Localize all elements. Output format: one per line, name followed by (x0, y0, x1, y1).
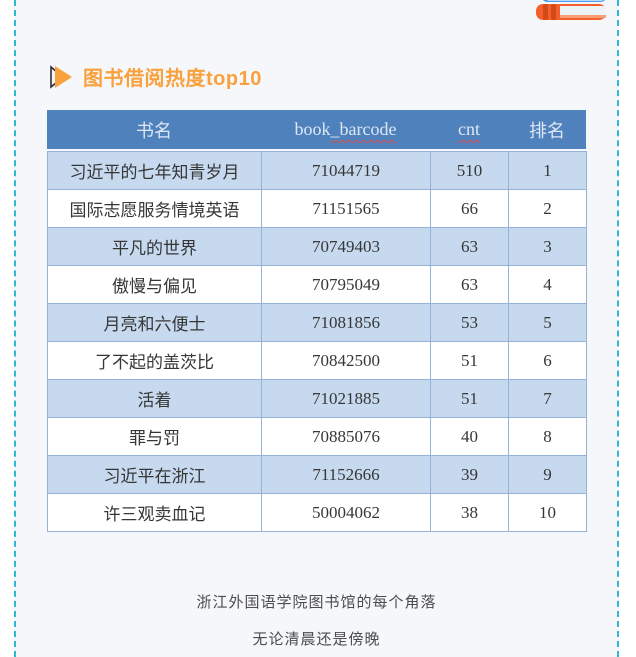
table-row: 月亮和六便士 71081856 53 5 (47, 303, 587, 342)
table-row: 许三观卖血记 50004062 38 10 (47, 493, 587, 532)
cell-cnt: 51 (430, 341, 509, 380)
cell-book-name: 月亮和六便士 (47, 303, 262, 342)
cell-book-name: 罪与罚 (47, 417, 262, 456)
section-title: 图书借阅热度top10 (83, 68, 262, 90)
cell-book-barcode: 71151565 (261, 189, 431, 228)
table-row: 了不起的盖茨比 70842500 51 6 (47, 341, 587, 380)
footer-line-2: 无论清晨还是傍晚 (252, 631, 381, 648)
col-header-rank: 排名 (529, 120, 565, 141)
books-stack-icon (536, 0, 606, 20)
cell-book-barcode: 50004062 (261, 493, 431, 532)
section-header: 图书借阅热度top10 (48, 62, 262, 91)
cell-rank: 1 (508, 151, 587, 190)
table-row: 罪与罚 70885076 40 8 (47, 417, 587, 456)
cell-rank: 5 (508, 303, 587, 342)
cell-book-name: 傲慢与偏见 (47, 265, 262, 304)
cell-cnt: 51 (430, 379, 509, 418)
cell-book-barcode: 70749403 (261, 227, 431, 266)
table-row: 习近平在浙江 71152666 39 9 (47, 455, 587, 494)
cell-rank: 4 (508, 265, 587, 304)
cell-book-barcode: 70795049 (261, 265, 431, 304)
cell-book-barcode: 70842500 (261, 341, 431, 380)
table-row: 活着 71021885 51 7 (47, 379, 587, 418)
cell-rank: 3 (508, 227, 587, 266)
cell-book-name: 许三观卖血记 (47, 493, 262, 532)
cell-cnt: 63 (430, 227, 509, 266)
table-row: 平凡的世界 70749403 63 3 (47, 227, 587, 266)
table-row: 国际志愿服务情境英语 71151565 66 2 (47, 189, 587, 228)
cell-rank: 6 (508, 341, 587, 380)
cell-rank: 8 (508, 417, 587, 456)
article-frame: 图书借阅热度top10 书名 book_barcode cnt 排名 习近平的七… (14, 0, 619, 657)
footer-line-1: 浙江外国语学院图书馆的每个角落 (196, 594, 437, 611)
cell-cnt: 53 (430, 303, 509, 342)
col-header-cnt: cnt (458, 119, 480, 139)
cell-rank: 9 (508, 455, 587, 494)
col-header-book-barcode: book_barcode (261, 119, 430, 140)
cell-book-name: 了不起的盖茨比 (47, 341, 262, 380)
table-header-row: 书名 book_barcode cnt 排名 (47, 110, 586, 149)
cell-book-name: 习近平的七年知青岁月 (47, 151, 262, 190)
cell-rank: 2 (508, 189, 587, 228)
cell-book-name: 习近平在浙江 (47, 455, 262, 494)
cell-book-name: 活着 (47, 379, 262, 418)
cell-cnt: 40 (430, 417, 509, 456)
header-barcode-plain: book (294, 119, 331, 139)
cell-rank: 7 (508, 379, 587, 418)
article-footer: 浙江外国语学院图书馆的每个角落 无论清晨还是傍晚 (16, 592, 617, 657)
cell-book-barcode: 70885076 (261, 417, 431, 456)
col-header-book-name: 书名 (136, 120, 172, 141)
cell-book-name: 平凡的世界 (47, 227, 262, 266)
table-row: 傲慢与偏见 70795049 63 4 (47, 265, 587, 304)
cell-cnt: 66 (430, 189, 509, 228)
cell-rank: 10 (508, 493, 587, 532)
cell-cnt: 38 (430, 493, 509, 532)
header-barcode-flagged: _barcode (330, 119, 397, 139)
table-row: 习近平的七年知青岁月 71044719 510 1 (47, 151, 587, 190)
top10-table: 习近平的七年知青岁月 71044719 510 1 国际志愿服务情境英语 71151565… (47, 151, 587, 532)
cell-book-barcode: 71021885 (261, 379, 431, 418)
cell-cnt: 39 (430, 455, 509, 494)
cell-cnt: 510 (430, 151, 509, 190)
cell-book-barcode: 71152666 (261, 455, 431, 494)
triangle-arrow-icon (50, 64, 72, 89)
cell-book-barcode: 71081856 (261, 303, 431, 342)
cell-book-barcode: 71044719 (261, 151, 431, 190)
cell-book-name: 国际志愿服务情境英语 (47, 189, 262, 228)
cell-cnt: 63 (430, 265, 509, 304)
table-body: 习近平的七年知青岁月 71044719 510 1 国际志愿服务情境英语 71151565… (47, 151, 587, 532)
